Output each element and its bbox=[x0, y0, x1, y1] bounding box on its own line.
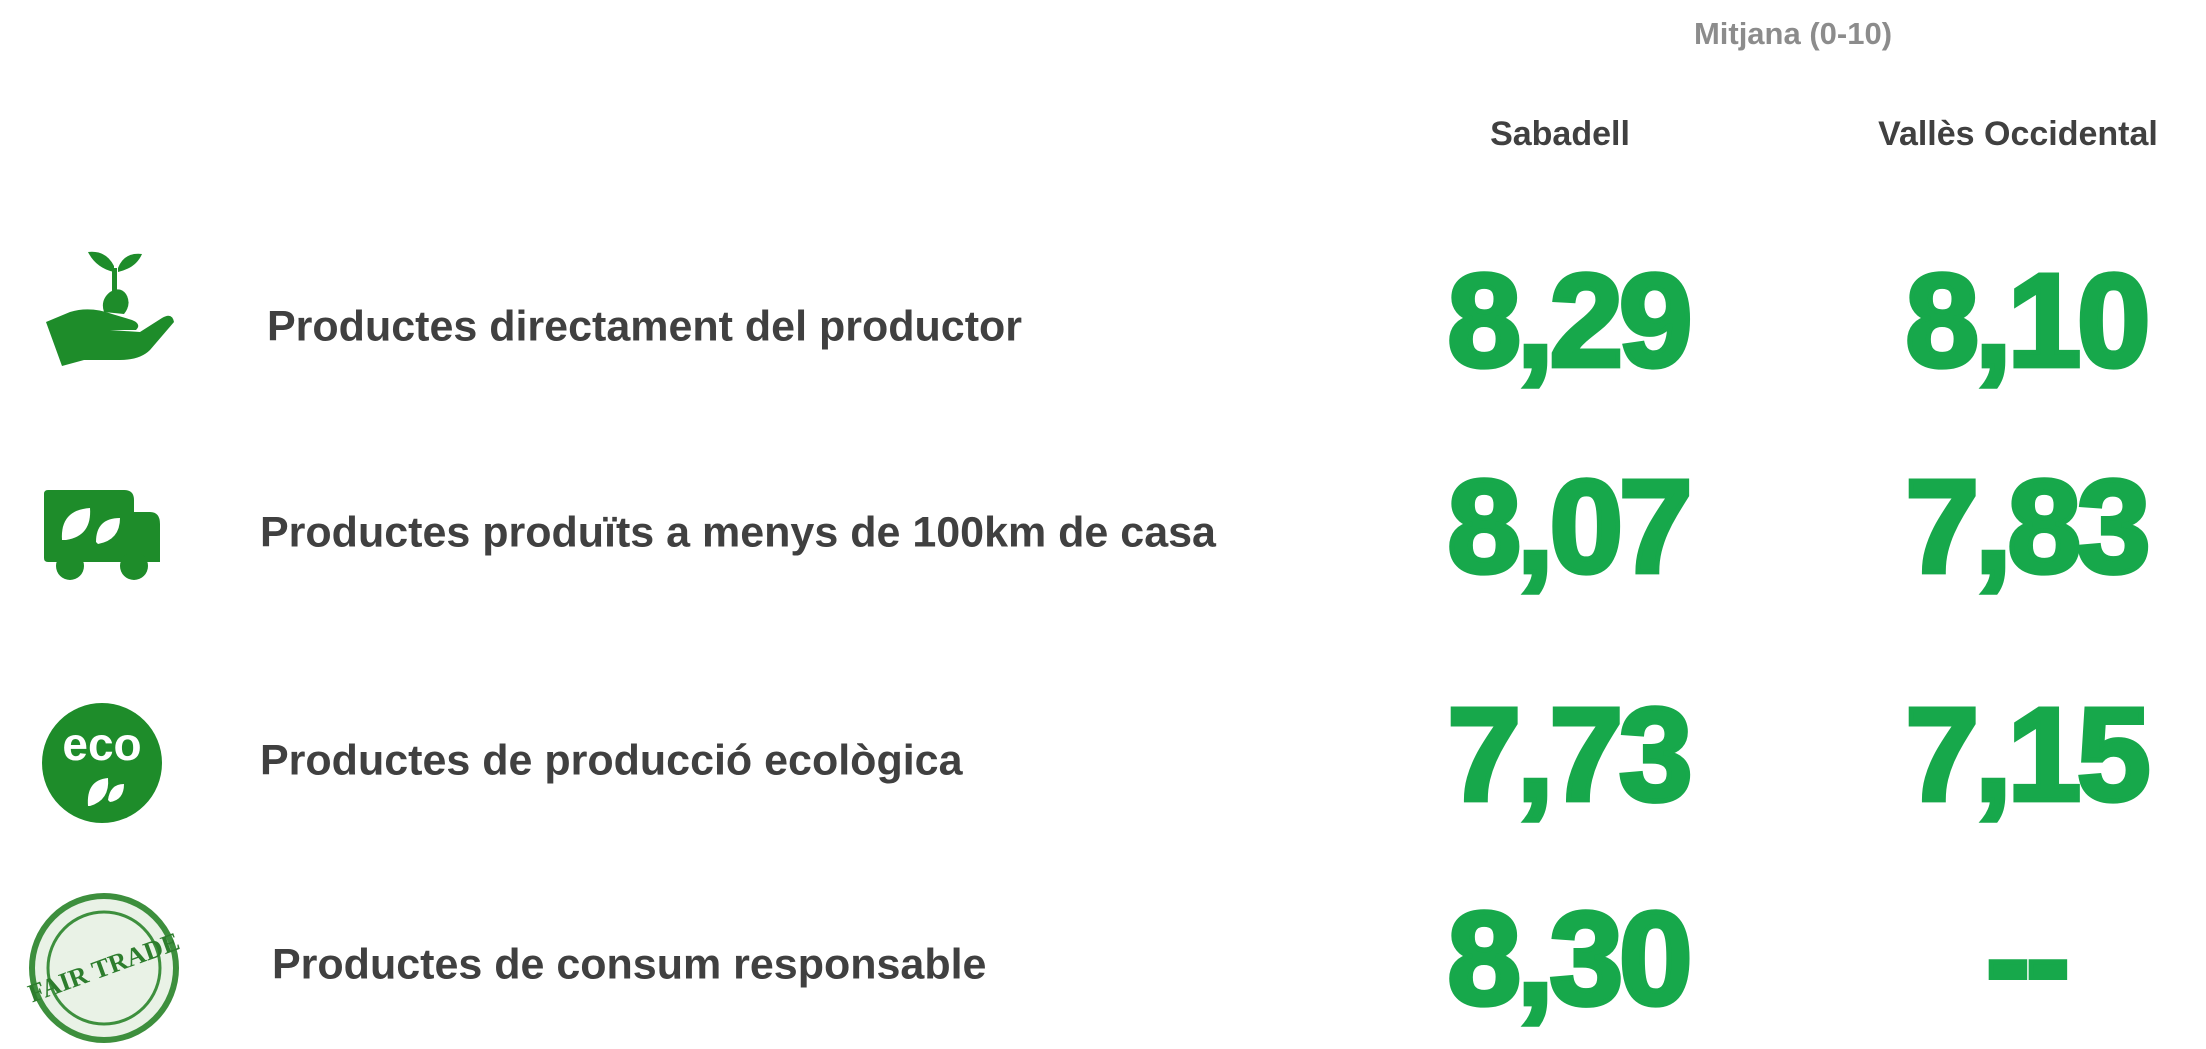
column-header: Vallès Occidental bbox=[1878, 115, 2158, 153]
row-value: 7,15 bbox=[1906, 681, 2147, 828]
row-label: Productes produïts a menys de 100km de c… bbox=[260, 508, 1217, 556]
row-value: 8,10 bbox=[1906, 247, 2147, 394]
truck-icon bbox=[44, 490, 160, 580]
row-label: Productes de consum responsable bbox=[272, 940, 986, 988]
column-header: Sabadell bbox=[1490, 115, 1630, 153]
row-value: 7,83 bbox=[1906, 453, 2147, 600]
fair-trade-icon: FAIR TRADE bbox=[24, 893, 183, 1043]
row-value: -- bbox=[1986, 885, 2066, 1032]
eco-icon: eco bbox=[42, 703, 162, 823]
row-value: 8,07 bbox=[1448, 453, 1689, 600]
row-value: 7,73 bbox=[1448, 681, 1689, 828]
row-value: 8,29 bbox=[1448, 247, 1689, 394]
row-value: 8,30 bbox=[1448, 885, 1689, 1032]
row-label: Productes directament del productor bbox=[267, 302, 1022, 350]
header-title: Mitjana (0-10) bbox=[1694, 16, 1892, 51]
row-label: Productes de producció ecològica bbox=[260, 736, 964, 784]
plant-hand-icon bbox=[46, 251, 174, 366]
icon-text: eco bbox=[62, 718, 141, 770]
